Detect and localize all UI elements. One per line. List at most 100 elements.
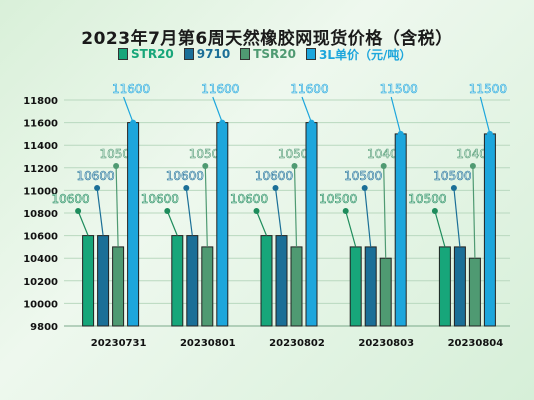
- leader-dot: [431, 208, 438, 214]
- bar: [275, 235, 288, 327]
- y-tick-label: 10600: [23, 232, 58, 243]
- legend-item-0: STR20: [118, 47, 174, 61]
- legend-item-1: 9710: [183, 47, 231, 61]
- legend-swatch: [183, 48, 194, 60]
- leader-line: [185, 187, 193, 236]
- leader-line: [123, 96, 134, 123]
- data-label: 11600: [112, 82, 150, 96]
- bar: [186, 235, 199, 327]
- legend-label: TSR20: [253, 47, 296, 61]
- leader-line: [255, 210, 268, 236]
- data-label: 10500: [344, 169, 382, 183]
- chart-title: 2023年7月第6周天然橡胶网现货价格（含税）: [81, 29, 453, 49]
- x-tick-label: 20230731: [91, 338, 147, 349]
- x-tick-label: 20230801: [180, 338, 236, 349]
- leader-dot: [469, 163, 476, 169]
- bar: [349, 246, 362, 327]
- bar: [97, 235, 110, 327]
- x-tick-label: 20230803: [358, 338, 414, 349]
- legend-label: 3L单价（元/吨）: [318, 47, 412, 62]
- bar: [453, 246, 466, 327]
- legend-swatch: [118, 48, 128, 60]
- data-label: 10500: [433, 169, 471, 183]
- data-label: 10600: [166, 169, 204, 183]
- x-tick-label: 20230804: [448, 338, 504, 349]
- bar: [290, 246, 303, 327]
- leader-dot: [486, 130, 493, 137]
- leader-dot: [113, 163, 120, 169]
- bar: [171, 235, 184, 327]
- y-tick-label: 11600: [23, 119, 58, 130]
- bar: [127, 122, 140, 327]
- leader-line: [364, 187, 372, 247]
- leader-line: [77, 210, 89, 236]
- leader-dot: [183, 185, 190, 191]
- leader-line: [390, 96, 402, 135]
- leader-line: [212, 96, 223, 123]
- leader-dot: [272, 185, 279, 191]
- data-label: 10600: [77, 169, 115, 183]
- y-tick-label: 9800: [30, 322, 58, 333]
- leader-line: [301, 96, 313, 123]
- leader-line: [479, 96, 491, 135]
- bar: [82, 235, 95, 327]
- legend-label: 9710: [196, 47, 231, 61]
- y-tick-label: 11200: [23, 164, 58, 175]
- legend-item-3: 3L单价（元/吨）: [305, 46, 412, 63]
- data-label: 11600: [290, 82, 328, 96]
- bar: [379, 257, 392, 327]
- leader-dot: [361, 185, 368, 191]
- bar: [112, 246, 125, 327]
- leader-dot: [202, 163, 209, 169]
- data-label: 11500: [380, 82, 418, 96]
- leader-line: [472, 165, 476, 259]
- leader-dot: [450, 185, 457, 191]
- leader-dot: [75, 208, 82, 214]
- data-label: 11500: [469, 82, 507, 96]
- bar: [305, 122, 318, 327]
- data-label: 10500: [319, 192, 357, 206]
- leader-line: [274, 187, 283, 236]
- leader-dot: [130, 119, 137, 126]
- leader-dot: [291, 163, 298, 169]
- legend-swatch: [305, 48, 316, 60]
- y-tick-label: 10800: [23, 209, 58, 220]
- leader-dot: [342, 208, 349, 214]
- legend-label: STR20: [131, 47, 174, 61]
- leader-line: [345, 210, 357, 248]
- leader-dot: [164, 208, 171, 214]
- data-label: 10600: [52, 192, 90, 206]
- leader-line: [383, 165, 387, 259]
- y-tick-label: 11400: [23, 141, 58, 152]
- bar: [483, 133, 496, 327]
- data-label: 11600: [201, 82, 239, 96]
- legend-item-2: TSR20: [240, 47, 296, 61]
- y-tick-label: 10400: [23, 254, 58, 265]
- leader-dot: [219, 119, 226, 126]
- leader-dot: [380, 163, 387, 169]
- leader-dot: [397, 130, 404, 137]
- data-label: 10600: [230, 192, 268, 206]
- bar: [468, 257, 481, 327]
- data-label: 10600: [141, 192, 179, 206]
- leader-line: [453, 187, 461, 247]
- bar: [364, 246, 377, 327]
- leader-line: [293, 165, 298, 247]
- leader-dot: [308, 119, 315, 126]
- bar: [216, 122, 229, 327]
- bar: [260, 235, 273, 327]
- leader-dot: [253, 208, 260, 214]
- leader-line: [166, 210, 178, 236]
- data-label: 10600: [255, 169, 293, 183]
- bar: [394, 133, 407, 327]
- y-tick-label: 11800: [23, 96, 58, 107]
- leader-dot: [94, 185, 101, 191]
- legend-swatch: [240, 48, 251, 60]
- x-tick-label: 20230802: [269, 338, 325, 349]
- leader-line: [434, 210, 446, 248]
- data-label: 10500: [408, 192, 446, 206]
- y-tick-label: 11000: [23, 186, 58, 197]
- leader-line: [204, 165, 208, 247]
